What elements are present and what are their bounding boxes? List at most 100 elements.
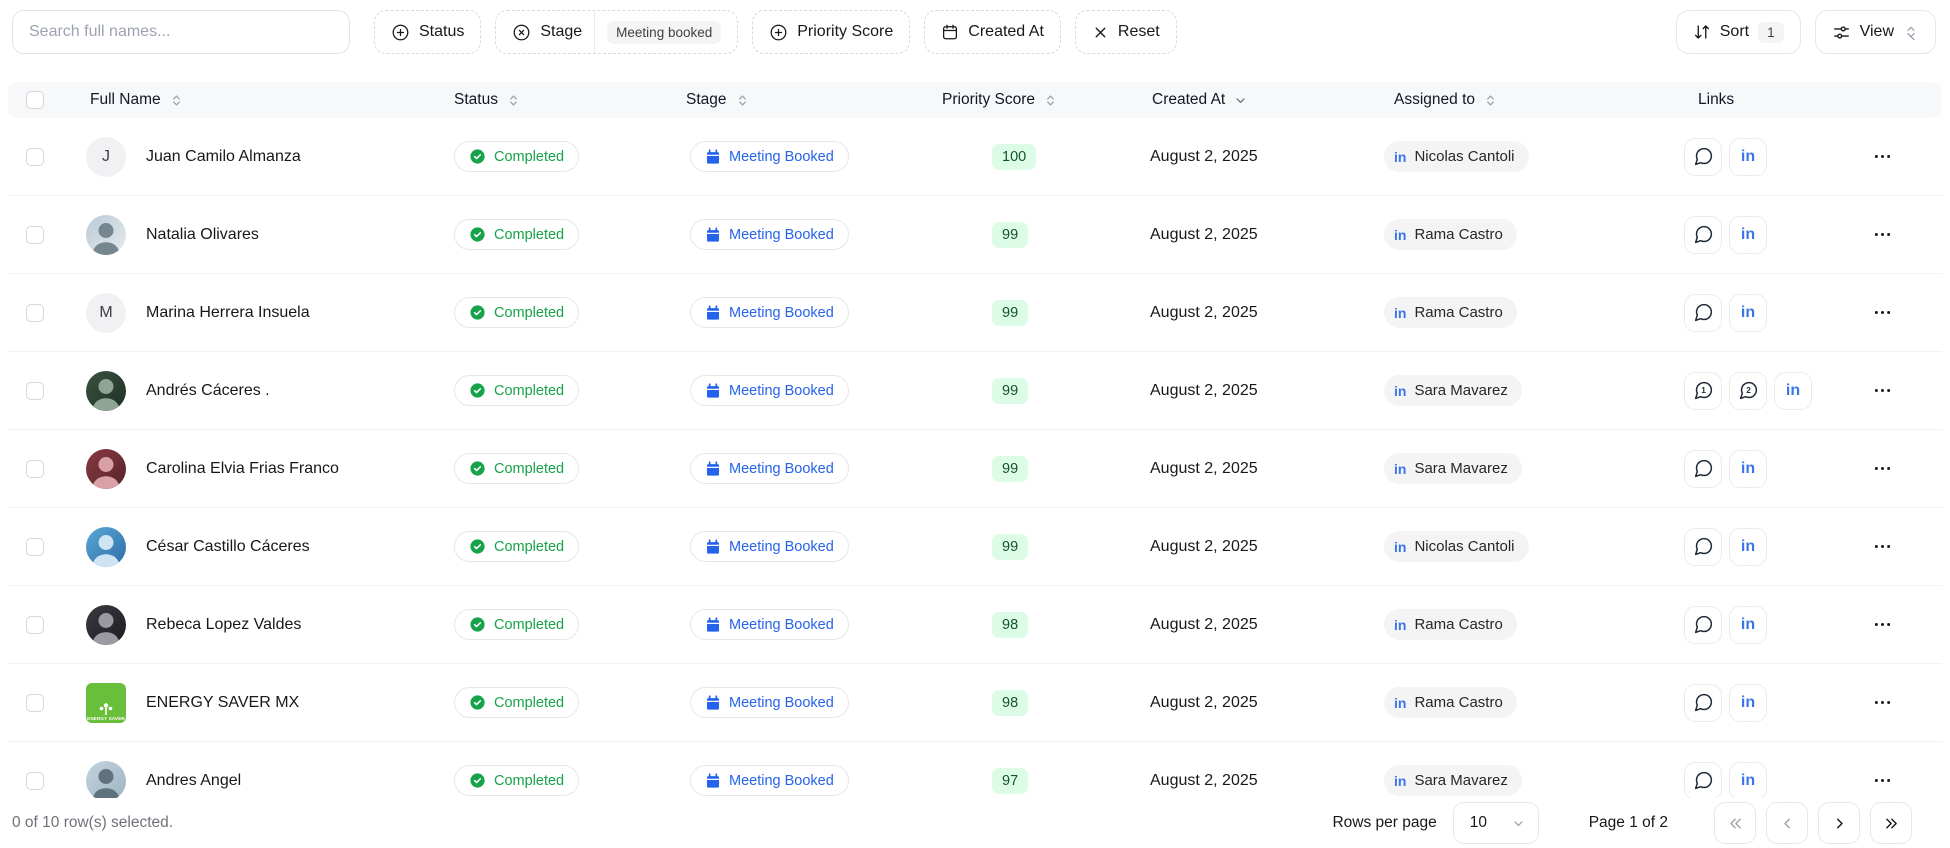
- stage-badge[interactable]: Meeting Booked: [690, 297, 849, 328]
- last-page-button[interactable]: [1870, 802, 1912, 844]
- assigned-cell: in Sara Mavarez: [1384, 765, 1674, 796]
- stage-badge[interactable]: Meeting Booked: [690, 219, 849, 250]
- stage-label: Meeting Booked: [729, 382, 834, 399]
- status-badge[interactable]: Completed: [454, 765, 580, 796]
- linkedin-link-button[interactable]: in: [1729, 683, 1767, 722]
- assignee-chip[interactable]: in Sara Mavarez: [1384, 765, 1522, 796]
- chat-link-button[interactable]: [1684, 137, 1722, 176]
- search-input[interactable]: [12, 10, 350, 54]
- row-checkbox[interactable]: [26, 615, 44, 634]
- row-menu-button[interactable]: [1872, 770, 1893, 791]
- status-badge[interactable]: Completed: [454, 609, 580, 640]
- stage-badge[interactable]: Meeting Booked: [690, 531, 849, 562]
- sort-button[interactable]: Sort 1: [1675, 10, 1801, 54]
- linkedin-link-button[interactable]: in: [1729, 449, 1767, 488]
- stage-badge[interactable]: Meeting Booked: [690, 765, 849, 796]
- select-all-checkbox[interactable]: [26, 91, 44, 109]
- created-at: August 2, 2025: [1150, 771, 1258, 789]
- chat-link-button[interactable]: [1684, 449, 1722, 488]
- status-badge[interactable]: Completed: [454, 687, 580, 718]
- column-header-full-name[interactable]: Full Name: [64, 91, 454, 109]
- status-badge[interactable]: Completed: [454, 219, 580, 250]
- created-at: August 2, 2025: [1150, 381, 1258, 399]
- created-at: August 2, 2025: [1150, 537, 1258, 555]
- row-checkbox[interactable]: [26, 381, 44, 400]
- rows-per-page-select[interactable]: 10: [1452, 802, 1539, 844]
- first-page-button[interactable]: [1714, 802, 1756, 844]
- linkedin-link-button[interactable]: in: [1774, 371, 1812, 410]
- chat-link-button[interactable]: [1684, 761, 1722, 798]
- chat-link-button[interactable]: [1684, 683, 1722, 722]
- filter-priority-score-button[interactable]: Priority Score: [752, 10, 911, 54]
- assignee-chip[interactable]: in Rama Castro: [1384, 687, 1517, 718]
- row-menu-button[interactable]: [1872, 536, 1893, 557]
- chat-link-button[interactable]: [1684, 293, 1722, 332]
- row-checkbox[interactable]: [26, 147, 44, 166]
- chat-link-button[interactable]: [1684, 527, 1722, 566]
- assignee-chip[interactable]: in Nicolas Cantoli: [1384, 531, 1529, 562]
- avatar: [86, 526, 126, 567]
- assignee-chip[interactable]: in Sara Mavarez: [1384, 375, 1522, 406]
- row-menu-button[interactable]: [1872, 458, 1893, 479]
- column-header-assigned-to[interactable]: Assigned to: [1384, 91, 1674, 109]
- stage-badge[interactable]: Meeting Booked: [690, 687, 849, 718]
- chat-link-button[interactable]: [1684, 215, 1722, 254]
- status-badge[interactable]: Completed: [454, 453, 580, 484]
- table-row: Carolina Elvia Frias Franco Completed Meet…: [8, 430, 1942, 508]
- row-menu-button[interactable]: [1872, 302, 1893, 323]
- row-checkbox[interactable]: [26, 303, 44, 322]
- stage-badge[interactable]: Meeting Booked: [690, 375, 849, 406]
- menu-cell: [1842, 146, 1942, 167]
- assignee-chip[interactable]: in Nicolas Cantoli: [1384, 141, 1529, 172]
- filter-reset-button[interactable]: Reset: [1074, 10, 1177, 54]
- row-menu-button[interactable]: [1872, 224, 1893, 245]
- row-checkbox[interactable]: [26, 459, 44, 478]
- status-badge[interactable]: Completed: [454, 375, 580, 406]
- previous-page-button[interactable]: [1766, 802, 1808, 844]
- filter-created-at-button[interactable]: Created At: [924, 10, 1061, 54]
- filter-stage-button[interactable]: Stage Meeting booked: [495, 10, 739, 54]
- stage-badge[interactable]: Meeting Booked: [690, 141, 849, 172]
- next-page-button[interactable]: [1818, 802, 1860, 844]
- status-badge[interactable]: Completed: [454, 297, 580, 328]
- chat-link-button[interactable]: 2: [1729, 371, 1767, 410]
- assignee-chip[interactable]: in Sara Mavarez: [1384, 453, 1522, 484]
- assignee-chip[interactable]: in Rama Castro: [1384, 297, 1517, 328]
- linkedin-icon: in: [1394, 772, 1407, 789]
- stage-badge[interactable]: Meeting Booked: [690, 453, 849, 484]
- linkedin-link-button[interactable]: in: [1729, 527, 1767, 566]
- linkedin-link-button[interactable]: in: [1729, 293, 1767, 332]
- filter-status-button[interactable]: Status: [374, 10, 482, 54]
- linkedin-link-button[interactable]: in: [1729, 137, 1767, 176]
- column-header-created-at[interactable]: Created At: [1122, 91, 1384, 109]
- row-checkbox[interactable]: [26, 225, 44, 244]
- view-button[interactable]: View: [1814, 10, 1936, 54]
- row-menu-button[interactable]: [1872, 692, 1893, 713]
- row-checkbox[interactable]: [26, 693, 44, 712]
- chat-link-button[interactable]: 1: [1684, 371, 1722, 410]
- row-checkbox[interactable]: [26, 771, 44, 790]
- assignee-chip[interactable]: in Rama Castro: [1384, 219, 1517, 250]
- column-header-stage[interactable]: Stage: [674, 91, 942, 109]
- menu-cell: [1842, 692, 1942, 713]
- linkedin-link-button[interactable]: in: [1729, 605, 1767, 644]
- sort-chevrons-icon: [735, 93, 750, 108]
- column-label: Priority Score: [942, 91, 1036, 108]
- row-menu-button[interactable]: [1872, 614, 1893, 635]
- linkedin-link-button[interactable]: in: [1729, 761, 1767, 798]
- linkedin-link-button[interactable]: in: [1729, 215, 1767, 254]
- row-menu-button[interactable]: [1872, 146, 1893, 167]
- chat-link-button[interactable]: [1684, 605, 1722, 644]
- column-header-status[interactable]: Status: [454, 91, 674, 109]
- row-checkbox[interactable]: [26, 537, 44, 556]
- status-label: Completed: [494, 460, 565, 477]
- status-badge[interactable]: Completed: [454, 531, 580, 562]
- row-menu-button[interactable]: [1872, 380, 1893, 401]
- full-name-cell: César Castillo Cáceres: [64, 526, 454, 567]
- assignee-chip[interactable]: in Rama Castro: [1384, 609, 1517, 640]
- status-badge[interactable]: Completed: [454, 141, 580, 172]
- calendar-icon: [705, 226, 721, 243]
- stage-badge[interactable]: Meeting Booked: [690, 609, 849, 640]
- column-header-priority-score[interactable]: Priority Score: [942, 91, 1122, 109]
- view-label: View: [1859, 23, 1894, 40]
